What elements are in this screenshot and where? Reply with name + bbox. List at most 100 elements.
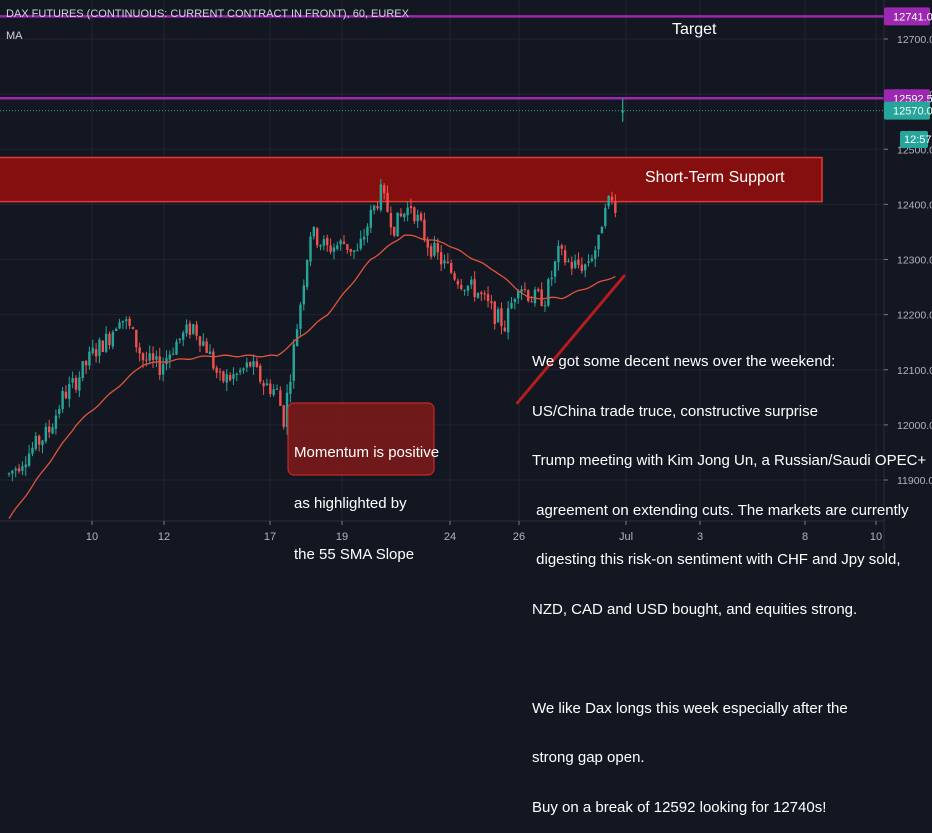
- candle-body: [399, 213, 403, 217]
- candle-body: [131, 327, 135, 329]
- candle-body: [218, 371, 222, 373]
- momentum-line: Momentum is positive: [294, 444, 440, 461]
- candle-body: [141, 353, 145, 361]
- candle-body: [205, 341, 208, 353]
- commentary-line: [532, 651, 926, 668]
- candle-body: [165, 358, 168, 365]
- candle-body: [436, 243, 439, 253]
- candle-body: [362, 236, 366, 240]
- candle-body: [439, 252, 443, 265]
- candle-body: [510, 302, 513, 309]
- candle-body: [533, 289, 537, 304]
- candle-body: [249, 362, 252, 367]
- candle-body: [24, 464, 27, 468]
- candle-body: [506, 308, 510, 333]
- candle-body: [84, 360, 88, 366]
- candle-body: [590, 258, 594, 261]
- support-label: Short-Term Support: [645, 169, 785, 186]
- target-label: Target: [672, 21, 717, 38]
- candle-body: [41, 440, 44, 446]
- candle-body: [292, 344, 295, 381]
- candle-body: [530, 301, 533, 303]
- candle-body: [543, 305, 547, 307]
- support-zone: [0, 156, 823, 203]
- candle-body: [383, 185, 386, 194]
- commentary-line: NZD, CAD and USD bought, and equities st…: [532, 600, 858, 618]
- candle-body: [111, 332, 115, 347]
- candle-body: [245, 362, 249, 368]
- candle-body: [285, 392, 289, 428]
- commentary-note: We got some decent news over the weekend…: [532, 321, 926, 833]
- candle-body: [389, 213, 393, 228]
- candle-body: [426, 239, 429, 248]
- candle-body: [584, 264, 587, 271]
- candle-body: [560, 245, 563, 249]
- time-tick-label: 17: [264, 531, 276, 543]
- candle-body: [282, 405, 285, 427]
- candle-body: [104, 333, 108, 352]
- candle-body: [587, 261, 590, 263]
- time-tick-label: 8: [802, 531, 808, 543]
- candle-body: [326, 237, 329, 246]
- candle-body: [21, 466, 24, 471]
- candle-body: [225, 374, 228, 383]
- candle-body: [413, 207, 416, 222]
- candle-body: [265, 383, 269, 386]
- candle-body: [98, 339, 101, 356]
- candle-body: [175, 341, 178, 355]
- candle-body: [269, 383, 272, 395]
- target-price-tag: 12741.0: [893, 11, 932, 23]
- candle-body: [460, 285, 463, 289]
- candle-body: [242, 368, 245, 371]
- candle-body: [607, 195, 610, 207]
- candle-body: [352, 250, 356, 253]
- candle-body: [68, 384, 71, 399]
- candle-body: [322, 239, 326, 246]
- candle-body: [476, 292, 480, 298]
- candle-body: [128, 318, 131, 326]
- candle-body: [235, 373, 238, 375]
- candle-body: [466, 285, 470, 291]
- candle-body: [121, 320, 125, 323]
- candle-body: [185, 324, 188, 334]
- candle-body: [71, 378, 74, 383]
- price-tick-label: 12400.0: [897, 199, 932, 211]
- candle-body: [178, 338, 182, 341]
- candle-body: [44, 426, 48, 442]
- candle-body: [570, 262, 573, 269]
- chart-svg[interactable]: 11900.0 12000.0 12100.0 12200.0 12300.0 12400…: [0, 0, 932, 550]
- candle-body: [443, 260, 446, 264]
- candle-body: [262, 383, 265, 387]
- candle-body: [54, 415, 58, 429]
- candle-body: [517, 290, 520, 299]
- candle-body: [275, 388, 279, 390]
- candle-body: [299, 304, 302, 329]
- candle-body: [503, 327, 506, 332]
- commentary-line: Buy on a break of 12592 looking for 1274…: [532, 798, 827, 816]
- candle-body: [148, 353, 151, 361]
- price-tick-label: 12000.0: [897, 420, 932, 432]
- indicator-label: MA: [6, 30, 23, 42]
- momentum-note: Momentum is positive as highlighted by t…: [294, 410, 439, 580]
- candle-body: [614, 201, 617, 213]
- candle-body: [473, 279, 476, 297]
- candle-body: [366, 226, 369, 236]
- candle-body: [125, 319, 128, 321]
- candle-body: [182, 332, 185, 340]
- candle-body: [37, 435, 41, 445]
- countdown-bg: [900, 131, 928, 148]
- candle-body: [600, 226, 604, 234]
- candle-body: [379, 184, 383, 211]
- candle-body: [14, 468, 17, 471]
- price-tick-label: 12700.0: [897, 34, 932, 46]
- candle-body: [228, 375, 232, 381]
- price-tick-label: 12200.0: [897, 310, 932, 322]
- candle-body: [252, 361, 255, 367]
- candle-body: [396, 212, 399, 237]
- commentary-line: digesting this risk-on sentiment with CH…: [532, 551, 901, 568]
- candle-body: [88, 351, 91, 366]
- candle-body: [557, 245, 560, 263]
- candle-body: [34, 435, 37, 449]
- candle-body: [31, 447, 34, 454]
- chart[interactable]: 11900.0 12000.0 12100.0 12200.0 12300.0 12400…: [0, 0, 932, 550]
